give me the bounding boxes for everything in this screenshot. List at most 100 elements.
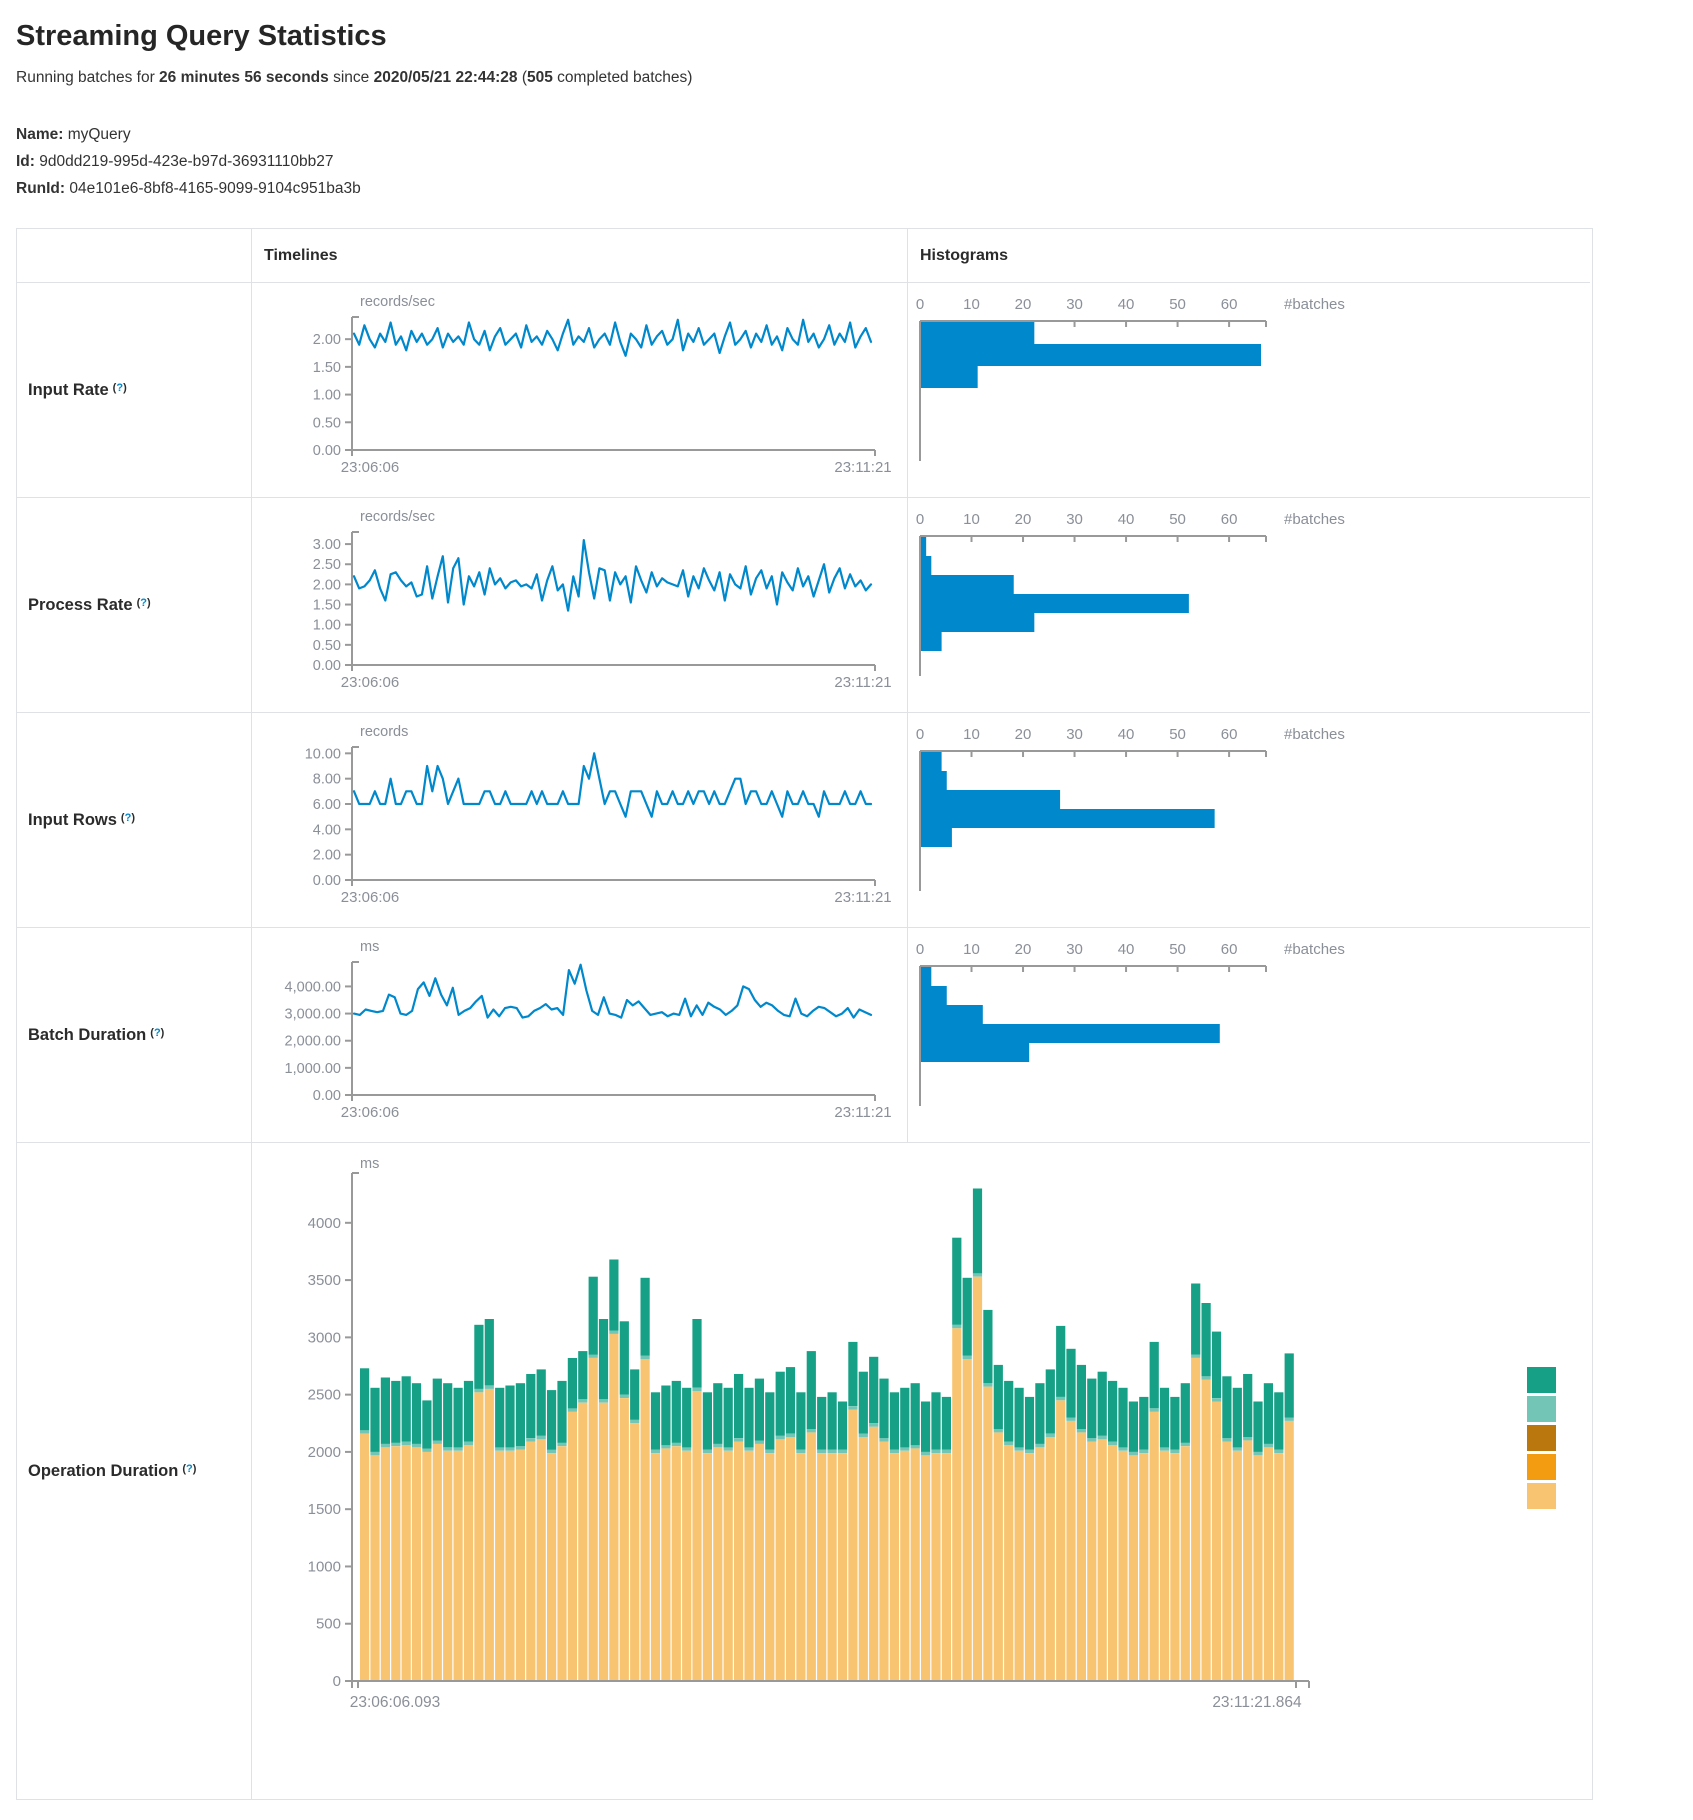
batch-duration-help-icon[interactable]: (?): [150, 1027, 165, 1039]
row-label-process-rate: Process Rate (?): [17, 498, 252, 713]
input-rows-label: Input Rows: [28, 810, 117, 829]
svg-text:records/sec: records/sec: [360, 509, 435, 525]
name-value: myQuery: [67, 126, 131, 143]
row-label-batch-duration: Batch Duration (?): [17, 928, 252, 1143]
svg-text:10: 10: [963, 941, 980, 958]
svg-text:60: 60: [1221, 511, 1238, 528]
svg-text:20: 20: [1015, 511, 1032, 528]
svg-text:23:11:21: 23:11:21: [834, 674, 891, 691]
svg-text:10: 10: [963, 296, 980, 313]
row-label-operation-duration: Operation Duration (?): [17, 1143, 252, 1799]
svg-text:20: 20: [1015, 296, 1032, 313]
svg-text:0: 0: [916, 941, 924, 958]
legend-swatch-2: [1527, 1425, 1556, 1451]
svg-text:3,000.00: 3,000.00: [285, 1007, 341, 1023]
query-runid-row: RunId: 04e101e6-8bf8-4165-9099-9104c951b…: [16, 175, 1693, 202]
svg-text:0.50: 0.50: [313, 638, 341, 654]
svg-text:2.00: 2.00: [313, 332, 341, 348]
svg-text:0.00: 0.00: [313, 443, 341, 459]
running-duration: 26 minutes 56 seconds: [159, 69, 329, 86]
operation-duration-label: Operation Duration: [28, 1461, 179, 1480]
svg-text:1,000.00: 1,000.00: [285, 1061, 341, 1077]
legend-swatch-0: [1527, 1367, 1556, 1393]
svg-text:2.00: 2.00: [313, 848, 341, 864]
batch-duration-label: Batch Duration: [28, 1025, 147, 1044]
svg-text:3000: 3000: [308, 1329, 341, 1346]
svg-text:2.50: 2.50: [313, 557, 341, 573]
svg-text:23:06:06.093: 23:06:06.093: [350, 1694, 441, 1711]
input-rate-help-icon[interactable]: (?): [112, 382, 127, 394]
svg-text:20: 20: [1015, 726, 1032, 743]
batch-duration-histogram-chart: 0 10 20 30 40 50 60 #batches: [908, 928, 1590, 1143]
process-rate-help-icon[interactable]: (?): [136, 597, 151, 609]
svg-text:2500: 2500: [308, 1387, 341, 1404]
svg-text:23:11:21: 23:11:21: [834, 889, 891, 906]
svg-text:50: 50: [1169, 941, 1186, 958]
svg-text:4.00: 4.00: [313, 822, 341, 838]
running-batches-summary: Running batches for 26 minutes 56 second…: [16, 69, 1693, 87]
svg-text:4,000.00: 4,000.00: [285, 979, 341, 995]
svg-text:1000: 1000: [308, 1558, 341, 1575]
query-name-row: Name: myQuery: [16, 121, 1693, 148]
process-rate-histogram-chart: 0 10 20 30 40 50 60 #batches: [908, 498, 1590, 713]
operation-duration-help-icon[interactable]: (?): [182, 1463, 197, 1475]
statistics-table: Timelines Histograms Input Rate (?) recor…: [16, 228, 1593, 1800]
svg-text:23:06:06: 23:06:06: [341, 889, 399, 906]
query-id-row: Id: 9d0dd219-995d-423e-b97d-36931110bb27: [16, 148, 1693, 175]
svg-text:10.00: 10.00: [305, 746, 341, 762]
svg-text:23:06:06: 23:06:06: [341, 674, 399, 691]
process-rate-label: Process Rate: [28, 595, 133, 614]
svg-text:23:11:21: 23:11:21: [834, 459, 891, 476]
svg-text:50: 50: [1169, 296, 1186, 313]
svg-text:23:06:06: 23:06:06: [341, 1104, 399, 1121]
svg-text:1.00: 1.00: [313, 618, 341, 634]
page-title: Streaming Query Statistics: [16, 20, 387, 52]
svg-text:10: 10: [963, 726, 980, 743]
svg-text:60: 60: [1221, 296, 1238, 313]
input-rows-help-icon[interactable]: (?): [120, 812, 135, 824]
svg-text:40: 40: [1118, 511, 1135, 528]
svg-text:0.00: 0.00: [313, 1088, 341, 1104]
legend-swatch-4: [1527, 1483, 1556, 1509]
svg-text:6.00: 6.00: [313, 797, 341, 813]
svg-text:40: 40: [1118, 726, 1135, 743]
svg-text:#batches: #batches: [1284, 511, 1345, 528]
histograms-column-header: Histograms: [908, 229, 1590, 283]
batch-duration-timeline-chart: ms 4,000.00 3,000.00 2,000.00 1,000.00 0.00 23…: [252, 928, 908, 1143]
id-value: 9d0dd219-995d-423e-b97d-36931110bb27: [39, 153, 334, 170]
svg-text:60: 60: [1221, 726, 1238, 743]
svg-text:3500: 3500: [308, 1272, 341, 1289]
svg-text:#batches: #batches: [1284, 726, 1345, 743]
name-label: Name:: [16, 126, 64, 143]
svg-text:8.00: 8.00: [313, 772, 341, 788]
svg-text:2,000.00: 2,000.00: [285, 1034, 341, 1050]
svg-text:60: 60: [1221, 941, 1238, 958]
process-rate-timeline-chart: records/sec 3.00 2.50 2.00 1.50 1.00 0.50 0.00 2…: [252, 498, 908, 713]
operation-duration-stacked-chart: ms 4000 3500 3000 2500 2000 1500 1000 500 0 23:06:…: [252, 1143, 1590, 1799]
svg-text:50: 50: [1169, 726, 1186, 743]
svg-text:0.50: 0.50: [313, 415, 341, 431]
timelines-column-header: Timelines: [252, 229, 908, 283]
subtitle-text: Running batches for: [16, 69, 160, 86]
runid-value: 04e101e6-8bf8-4165-9099-9104c951ba3b: [69, 180, 361, 197]
svg-text:1.50: 1.50: [313, 360, 341, 376]
input-rows-timeline-chart: records 10.00 8.00 6.00 4.00 2.00 0.00 23:06:06…: [252, 713, 908, 928]
svg-text:2.00: 2.00: [313, 577, 341, 593]
legend-swatch-3: [1527, 1454, 1556, 1480]
completed-batches-count: 505: [526, 69, 553, 86]
input-rate-timeline-chart: records/sec 2.00 1.50 1.00 0.50 0.00 23:06:06 2…: [252, 283, 908, 498]
svg-text:records: records: [360, 724, 408, 740]
svg-text:2000: 2000: [308, 1444, 341, 1461]
svg-text:23:11:21: 23:11:21: [834, 1104, 891, 1121]
runid-label: RunId:: [16, 180, 66, 197]
svg-text:10: 10: [963, 511, 980, 528]
since-word: since: [328, 69, 374, 86]
svg-text:30: 30: [1066, 726, 1083, 743]
legend-swatch-1: [1527, 1396, 1556, 1422]
row-label-input-rows: Input Rows (?): [17, 713, 252, 928]
svg-text:1.50: 1.50: [313, 598, 341, 614]
batches-open-paren: (: [517, 69, 527, 86]
svg-text:ms: ms: [360, 939, 379, 955]
svg-text:records/sec: records/sec: [360, 294, 435, 310]
